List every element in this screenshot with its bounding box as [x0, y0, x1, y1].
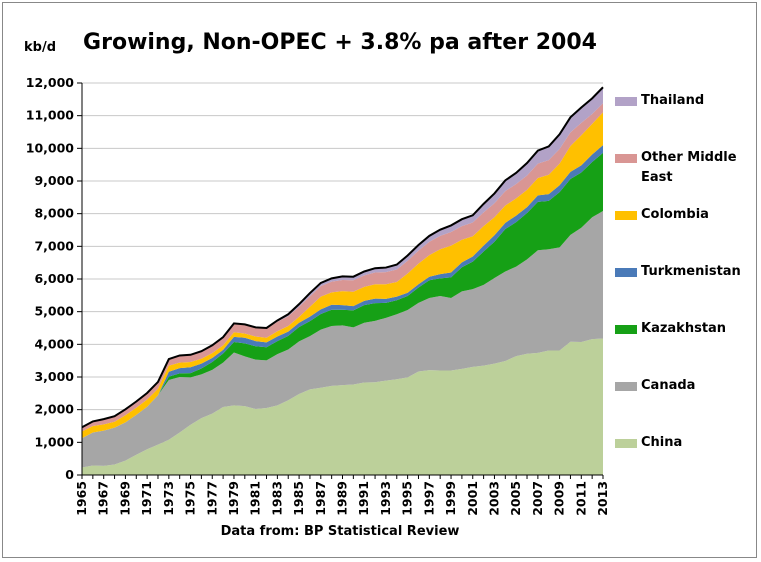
x-tick-label: 1979 [226, 481, 241, 516]
y-tick-label: 11,000 [26, 108, 75, 123]
x-tick-label: 1997 [421, 481, 436, 516]
x-tick-label: 1971 [139, 481, 154, 516]
y-tick-label: 9,000 [34, 173, 74, 188]
y-tick-label: 2,000 [34, 402, 74, 417]
legend-label-canada: Canada [641, 378, 696, 393]
area-colombia [82, 112, 603, 439]
x-tick-label: 1977 [204, 481, 219, 516]
x-tick-label: 1987 [313, 481, 328, 516]
y-tick-label: 3,000 [34, 369, 74, 384]
x-tick-label: 2001 [465, 481, 480, 516]
total-outline [81, 86, 604, 429]
x-tick-label: 1989 [335, 481, 350, 516]
source-note: Data from: BP Statistical Review [220, 524, 460, 539]
y-tick-label: 12,000 [26, 75, 75, 90]
x-tick-label: 2011 [573, 481, 588, 516]
x-tick-label: 1991 [356, 481, 371, 516]
y-tick-label: 0 [65, 467, 74, 482]
x-tick-label: 1983 [269, 481, 284, 516]
x-tick-label: 1973 [161, 481, 176, 516]
legend-swatch-turkmenistan [615, 268, 637, 277]
legend-swatch-thailand [615, 97, 637, 106]
x-tick-label: 1999 [443, 481, 458, 516]
y-tick-label: 8,000 [34, 206, 74, 221]
area-other-middle-east [82, 103, 603, 432]
y-tick-label: 4,000 [34, 336, 74, 351]
y-tick-label: 7,000 [34, 238, 74, 253]
x-tick-label: 2005 [508, 481, 523, 516]
y-tick-label: 5,000 [34, 304, 74, 319]
x-tick-label: 2007 [530, 481, 545, 516]
x-tick-label: 1993 [378, 481, 393, 516]
area-canada [82, 211, 603, 468]
y-tick-label: 1,000 [34, 434, 74, 449]
legend-label-china: China [641, 435, 683, 450]
y-tick-label: 6,000 [34, 271, 74, 286]
y-axis-label: kb/d [24, 40, 57, 55]
x-tick-label: 1965 [74, 481, 89, 516]
x-tick-label: 2003 [486, 481, 501, 516]
legend-swatch-china [615, 439, 637, 448]
x-tick-label: 1985 [291, 481, 306, 516]
area-kazakhstan [82, 152, 603, 439]
legend-swatch-kazakhstan [615, 325, 637, 334]
legend-label-kazakhstan: Kazakhstan [641, 321, 727, 336]
x-tick-label: 2013 [595, 481, 610, 516]
x-tick-label: 1967 [96, 481, 111, 516]
x-tick-label: 1969 [117, 481, 132, 516]
legend-label-turkmenistan: Turkmenistan [641, 264, 741, 279]
legend-swatch-other-middle-east [615, 154, 637, 163]
x-tick-label: 2009 [552, 481, 567, 516]
x-tick-label: 1995 [400, 481, 415, 516]
x-tick-label: 1981 [248, 481, 263, 516]
y-tick-label: 10,000 [26, 140, 75, 155]
x-tick-label: 1975 [183, 481, 198, 516]
legend-swatch-colombia [615, 211, 637, 220]
legend-swatch-canada [615, 382, 637, 391]
area-china [82, 338, 603, 475]
legend-label-colombia: Colombia [641, 207, 709, 222]
legend-label-other-middle-east: Other Middle East [641, 150, 737, 185]
chart-title: Growing, Non-OPEC + 3.8% pa after 2004 [83, 30, 597, 55]
legend-label-thailand: Thailand [641, 93, 705, 108]
